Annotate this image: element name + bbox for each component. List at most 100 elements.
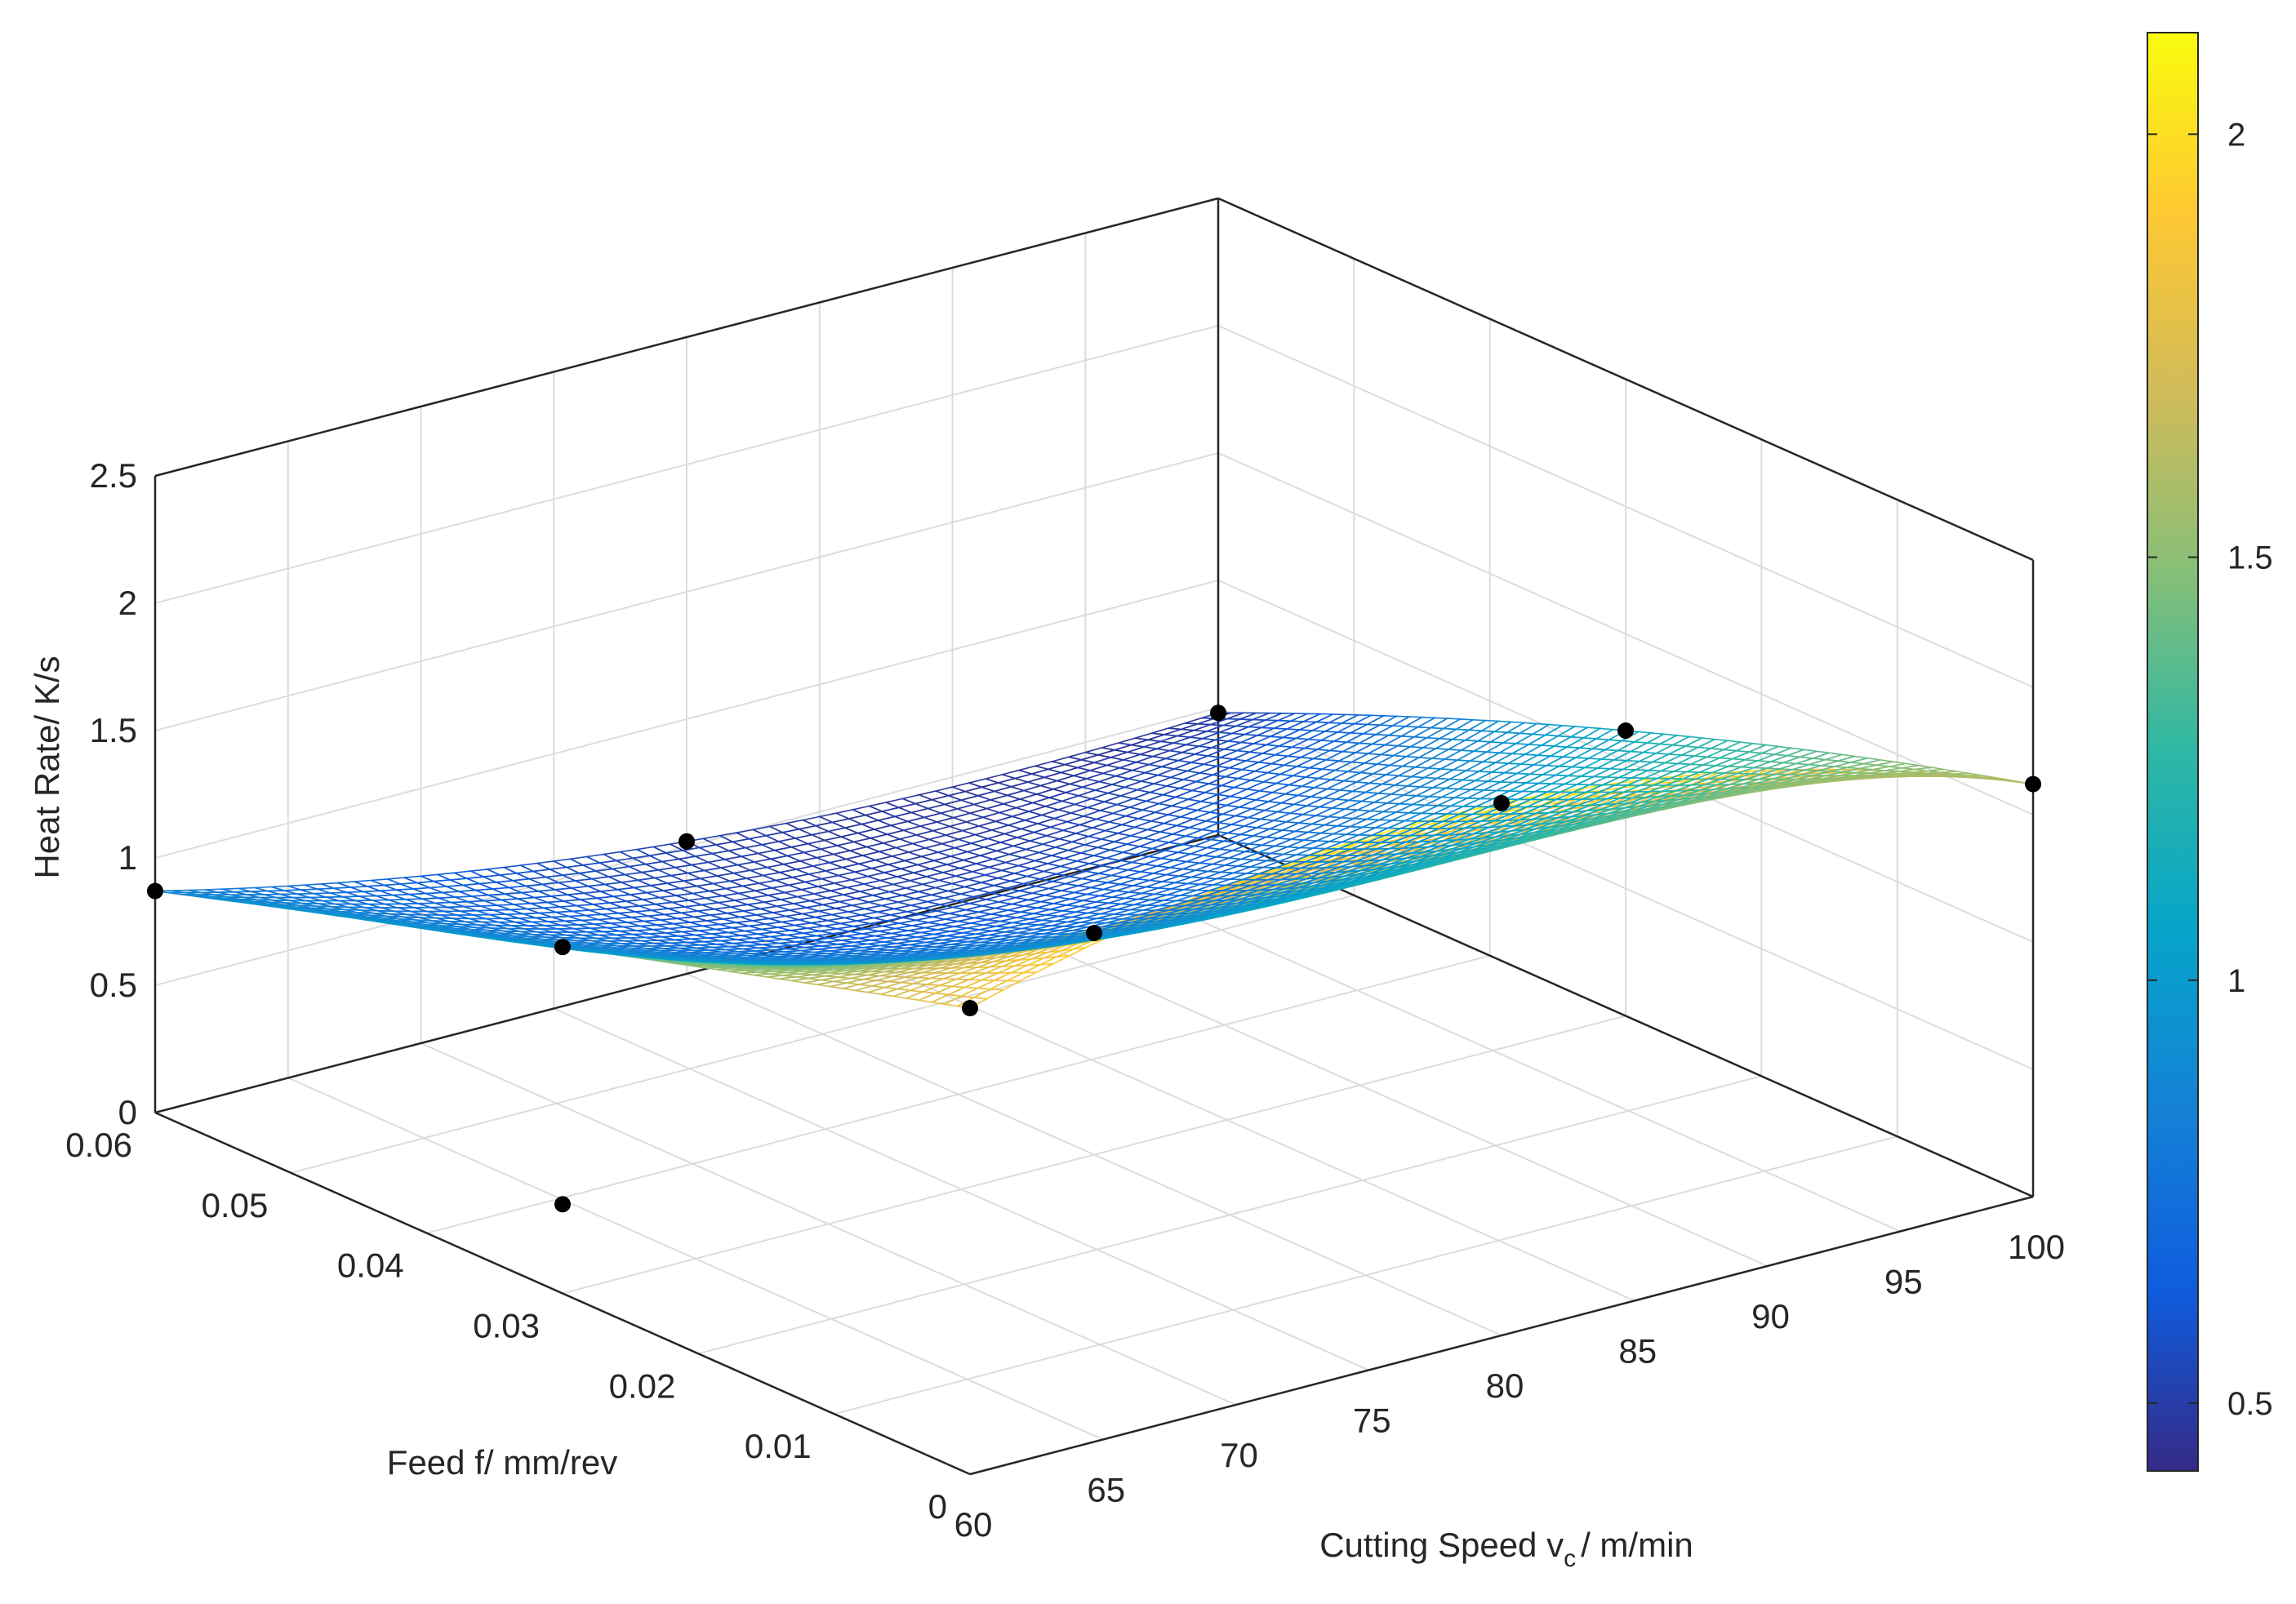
surface-cell — [806, 870, 841, 880]
surface-cell — [896, 802, 931, 814]
grid-line — [154, 197, 2034, 561]
measured-point — [147, 882, 163, 900]
surface-cell — [826, 894, 857, 903]
surface-cell — [893, 842, 928, 853]
surface-cell — [867, 802, 901, 812]
speed-tick-label: 95 — [1884, 1263, 1923, 1301]
surface-cell — [951, 812, 986, 823]
surface-cell — [805, 839, 840, 851]
surface-cell — [900, 793, 935, 805]
surface-cell — [844, 883, 879, 892]
surface-cell — [861, 879, 897, 889]
axes-box-edge — [154, 1111, 971, 1476]
surface-cell — [972, 799, 1006, 810]
surface-cell — [790, 873, 825, 883]
surface-cell — [825, 827, 861, 838]
surface-cell — [957, 863, 992, 873]
surface-cell — [776, 903, 807, 911]
surface-cell — [869, 864, 904, 873]
z-tick-label: 2 — [118, 584, 137, 622]
measured-point — [554, 1196, 571, 1213]
measured-point — [2025, 775, 2041, 793]
surface-cell — [890, 879, 925, 889]
surface-cell — [764, 863, 799, 873]
surface-cell — [843, 891, 874, 900]
surface-cell — [1033, 761, 1068, 771]
surface-cell — [931, 825, 965, 836]
speed-tick-label: 75 — [1353, 1402, 1391, 1440]
colorbar-tick-label: 1.5 — [2227, 540, 2273, 576]
surface-cell — [819, 874, 854, 884]
feed-tick-label: 0 — [928, 1487, 947, 1526]
surface-cell — [959, 825, 994, 836]
surface-cell — [959, 794, 994, 806]
surface-cell — [776, 869, 812, 878]
surface-cell — [813, 890, 844, 899]
z-tick-label: 2.5 — [90, 456, 137, 495]
feed-tick-label: 0.05 — [202, 1186, 269, 1224]
measured-point — [554, 939, 571, 956]
surface-cell — [907, 876, 942, 886]
surface-cell — [999, 769, 1035, 780]
feed-axis-label: Feed f/ mm/rev — [387, 1443, 617, 1482]
surface-cell — [843, 823, 877, 834]
feed-tick-label: 0.06 — [65, 1126, 132, 1164]
surface-cell — [827, 858, 861, 869]
surface-cell — [906, 847, 941, 858]
surface-cell — [1009, 811, 1044, 821]
surface-cell — [901, 825, 936, 836]
measured-point — [679, 833, 695, 850]
grid-line — [553, 371, 1369, 1371]
surface-cell — [848, 846, 882, 856]
surface-cell — [889, 851, 924, 862]
colorbar-tick-label: 2 — [2227, 117, 2245, 153]
surface-cell — [859, 820, 893, 830]
surface-cell — [877, 846, 911, 857]
speed-axis-label-main: Cutting Speed v — [1319, 1526, 1564, 1564]
speed-tick-label: 80 — [1486, 1366, 1524, 1405]
surface-cell — [1012, 773, 1048, 783]
surface-cell — [950, 782, 985, 793]
surface-cell — [839, 832, 873, 843]
surface-cell — [952, 842, 986, 853]
surface-cell — [894, 872, 929, 882]
surface-cell — [880, 838, 915, 849]
surface-cell — [768, 891, 798, 900]
speed-axis-label-unit: / m/min — [1581, 1526, 1693, 1564]
surface-cell — [784, 888, 815, 898]
grid-line — [154, 324, 2034, 688]
measured-points — [147, 704, 2041, 1213]
surface-cell — [799, 886, 834, 895]
surface-cell — [923, 872, 959, 882]
speed-tick-label: 85 — [1618, 1332, 1657, 1371]
axes-box-edge — [969, 1195, 2034, 1476]
surface-cell — [830, 818, 864, 829]
surface-cell — [852, 837, 886, 848]
colorbar — [2147, 32, 2199, 1472]
z-tick-label: 1.5 — [90, 711, 137, 749]
surface-cell — [882, 868, 917, 878]
surface-cell — [1016, 765, 1051, 775]
surface-cell — [800, 815, 834, 827]
surface-cell — [835, 871, 870, 881]
surface-cell — [979, 782, 1014, 793]
surface-cell — [852, 867, 888, 878]
surface-cell — [910, 868, 946, 878]
surface-cell — [966, 778, 1001, 789]
surface-cell — [884, 829, 919, 840]
surface-cell — [984, 802, 1019, 814]
colorbar-ticks: 0.5 1 1.5 2 — [2147, 117, 2273, 1422]
surface-cell — [802, 848, 836, 859]
surface-cell — [939, 838, 974, 849]
surface-cell — [780, 828, 814, 839]
z-axis-label: Heat Rate/ K/s — [28, 655, 66, 878]
surface-cell — [755, 849, 790, 860]
surface-cell — [909, 807, 944, 819]
surface-cell — [831, 879, 867, 889]
surface-cell — [977, 850, 1012, 860]
surface-cell — [898, 864, 933, 874]
surface-cell — [798, 856, 832, 867]
surface-cell — [963, 786, 997, 797]
surface-cell — [855, 829, 890, 839]
